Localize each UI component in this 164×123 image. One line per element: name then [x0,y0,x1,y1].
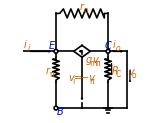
Text: i: i [112,40,115,50]
Text: E: E [48,41,54,51]
Text: r: r [45,66,49,76]
Text: v: v [92,55,98,65]
Circle shape [54,49,58,53]
Text: B: B [57,107,64,117]
Text: R: R [112,66,118,76]
Text: i: i [27,44,30,53]
Text: g: g [86,55,92,65]
Text: v: v [68,73,73,83]
Circle shape [54,106,58,110]
Text: i: i [72,77,74,86]
Text: C: C [105,41,112,51]
Text: m: m [90,59,97,68]
Text: o: o [84,6,88,15]
Text: v: v [128,67,134,77]
Text: C: C [116,70,121,79]
Text: o: o [116,44,120,53]
Text: i: i [24,40,27,50]
Text: π: π [50,70,54,79]
Text: π: π [96,59,100,68]
Circle shape [106,49,110,53]
Text: o: o [132,71,136,80]
Text: =−v: =−v [74,73,96,83]
Text: r: r [80,2,84,12]
Text: π: π [90,77,94,86]
